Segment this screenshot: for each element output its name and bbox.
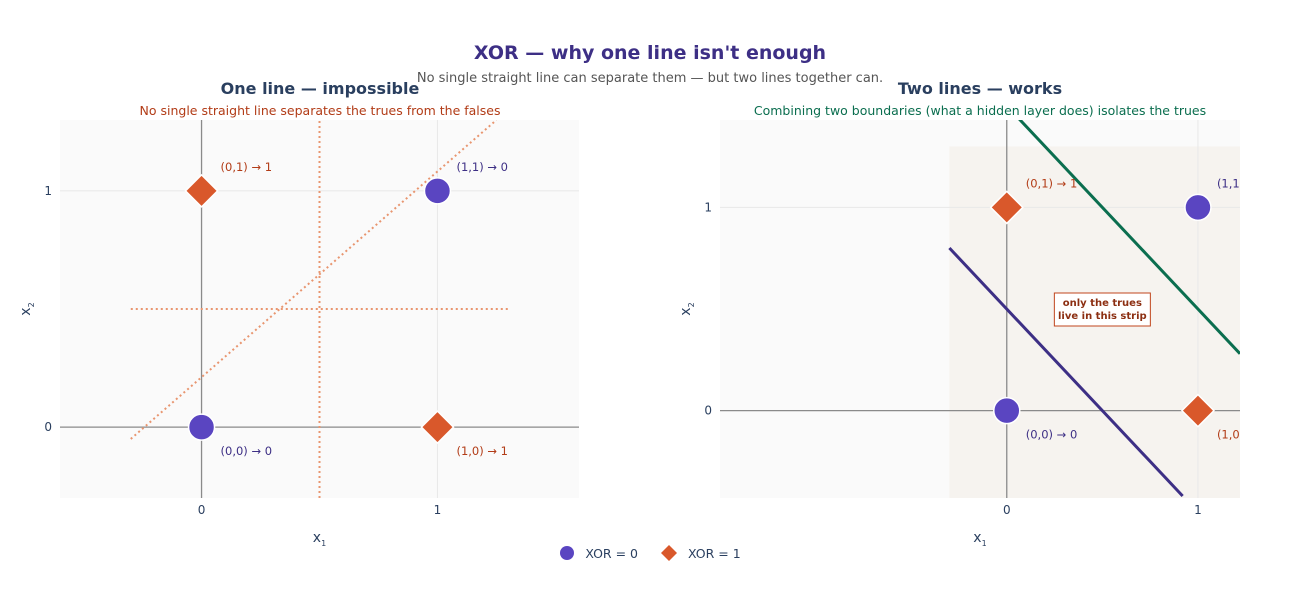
y-axis-label: x2 (18, 302, 36, 315)
point-xor0-11 (1184, 193, 1212, 222)
point-xor1-01 (989, 190, 1024, 225)
point-label: (0,0) → 0 (1026, 428, 1078, 442)
annotation-text: live in this strip (1058, 311, 1147, 322)
y-tick-label: 0 (704, 404, 712, 418)
y-tick-label: 0 (44, 420, 52, 434)
figure-subtitle: No single straight line can separate the… (416, 71, 884, 86)
legend-item-xor1[interactable]: XOR = 1 (660, 544, 741, 562)
y-tick-label: 1 (44, 184, 52, 198)
annotation-text: only the trues (1063, 298, 1142, 309)
y-tick-label: 1 (704, 200, 712, 214)
point-label: (0,1) → 1 (1026, 176, 1078, 190)
boundary-line-lower (948, 247, 1184, 497)
panel-2: Two lines — works Combining two boundarie… (678, 79, 1269, 548)
x-tick-label: 0 (198, 503, 206, 517)
point-xor1-01 (184, 173, 219, 208)
failed-boundary-line-3 (130, 120, 498, 440)
point-label: (0,0) → 0 (221, 444, 273, 458)
boundary-line-upper (1018, 120, 1240, 355)
x-axis-label-subscript: 1 (321, 539, 326, 548)
x-axis-label: x1 (313, 530, 326, 548)
legend: XOR = 0 XOR = 1 (0, 544, 1300, 562)
legend-diamond-marker (661, 545, 677, 561)
x-axis-label-subscript: 1 (982, 539, 987, 548)
legend-label-xor1: XOR = 1 (688, 545, 741, 561)
legend-label-xor0: XOR = 0 (585, 545, 638, 561)
plot-clipped: (0,0) → 0 (0,1) → 1 (1,0) → 1 (1,1) → 0 (60, 120, 579, 498)
point-xor1-10 (420, 410, 455, 445)
x-axis-label-main: x (973, 530, 981, 546)
x-tick-label: 1 (434, 503, 442, 517)
point-label: (1,0) → 1 (456, 444, 508, 458)
y-axis-label-subscript: 2 (27, 302, 36, 307)
point-xor0-00 (993, 396, 1021, 425)
plot-clipped: (0,0) → 0 (0,1) → 1 (1,0) → 1 (1,1) → 0 (720, 120, 1269, 498)
y-axis-label-main: x (678, 307, 694, 315)
panel-subtitle: Combining two boundaries (what a hidden … (754, 103, 1206, 118)
x-axis-label-main: x (313, 530, 321, 546)
panel-subtitle: No single straight line separates the tr… (140, 103, 501, 118)
x-tick-label: 1 (1194, 503, 1202, 517)
point-xor1-10 (1180, 393, 1216, 428)
point-label: (1,0) → 1 (1217, 428, 1269, 442)
panel-title: One line — impossible (221, 79, 420, 98)
panel-title: Two lines — works (898, 79, 1062, 98)
annotation-box (1053, 292, 1151, 327)
figure-title: XOR — why one line isn't enough (473, 42, 827, 64)
panel-1: One line — impossible No single straight … (18, 79, 579, 548)
legend-circle-marker (560, 546, 575, 560)
point-label: (1,1) → 0 (456, 160, 508, 174)
legend-item-xor0[interactable]: XOR = 0 (559, 544, 638, 562)
y-axis-label: x2 (678, 302, 696, 315)
x-tick-label: 0 (1003, 503, 1011, 517)
point-xor0-11 (423, 177, 452, 205)
y-axis-label-subscript: 2 (687, 302, 696, 307)
y-axis-label-main: x (18, 307, 34, 315)
point-label: (1,1) → 0 (1217, 176, 1269, 190)
x-axis-label: x1 (973, 530, 986, 548)
point-label: (0,1) → 1 (221, 160, 273, 174)
point-xor0-00 (187, 413, 216, 441)
